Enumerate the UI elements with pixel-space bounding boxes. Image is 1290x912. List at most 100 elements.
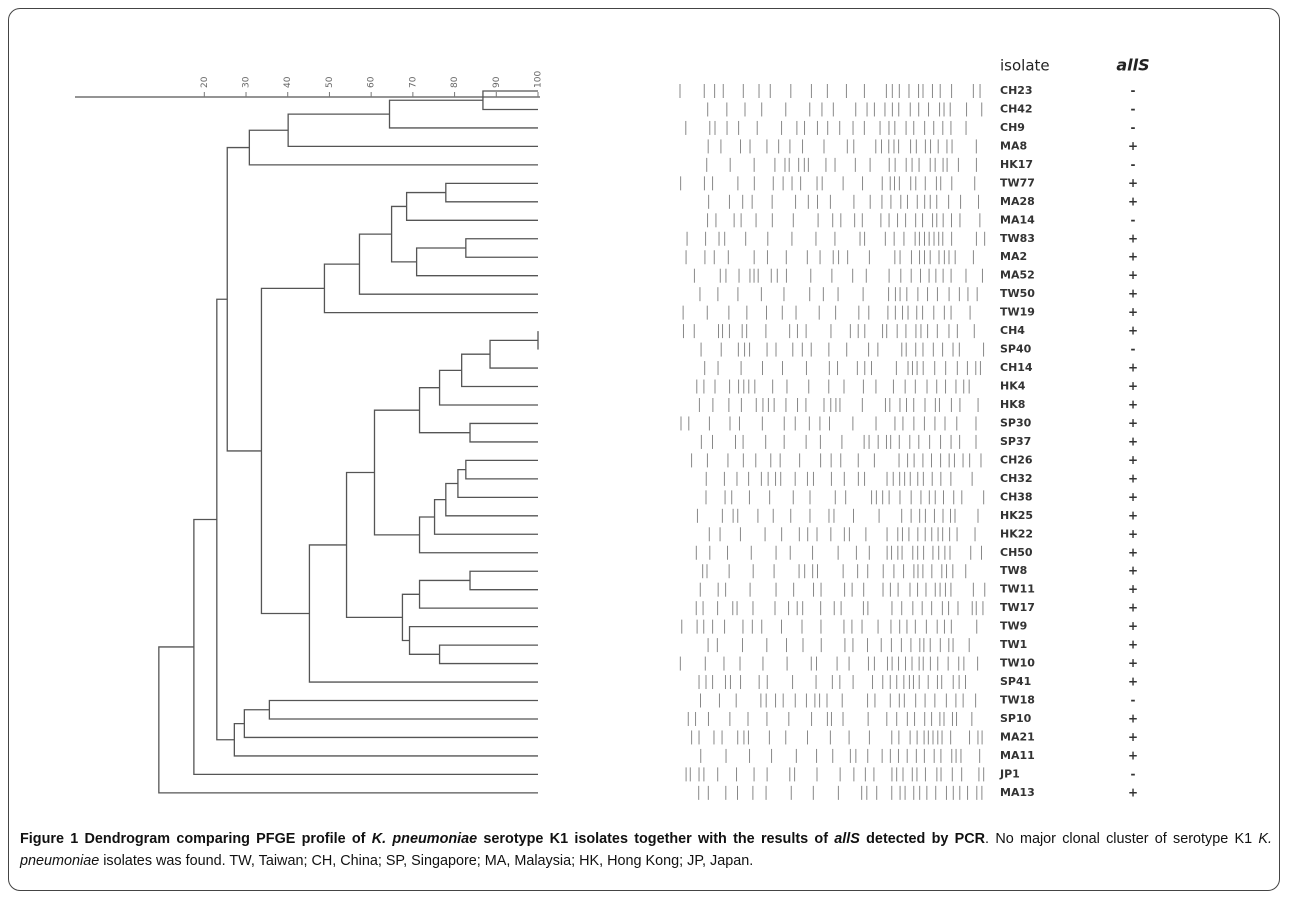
scale-tick-label: 90: [492, 76, 502, 88]
isolate-label: HK17: [1000, 158, 1033, 171]
dendrogram-branch: [470, 423, 538, 441]
dendrogram-branch: [309, 545, 538, 682]
alls-result: +: [1128, 471, 1138, 485]
isolate-header: isolate: [1000, 57, 1050, 75]
alls-result: +: [1128, 490, 1138, 504]
alls-result: -: [1131, 84, 1136, 98]
dendrogram-branch: [288, 114, 538, 146]
isolate-label: CH42: [1000, 102, 1033, 115]
isolate-label: SP30: [1000, 416, 1032, 429]
scale-tick-label: 70: [408, 76, 418, 88]
dendrogram-branch: [359, 234, 538, 294]
dendrogram-branch: [420, 388, 470, 433]
isolate-label: TW18: [1000, 694, 1035, 707]
alls-result: +: [1128, 785, 1138, 799]
caption-label: Figure 1: [20, 831, 78, 847]
caption-text: . No major clonal cluster of serotype K1: [985, 831, 1258, 847]
alls-result: +: [1128, 397, 1138, 411]
isolate-label: SP41: [1000, 675, 1031, 688]
isolate-label: CH38: [1000, 490, 1033, 503]
dendrogram-branch: [234, 724, 538, 756]
alls-result: +: [1128, 305, 1138, 319]
dendrogram-branch: [261, 288, 324, 613]
alls-result: +: [1128, 748, 1138, 762]
isolate-label: HK25: [1000, 509, 1033, 522]
dendrogram-branch: [390, 100, 538, 128]
alls-result: +: [1128, 711, 1138, 725]
alls-result: +: [1128, 453, 1138, 467]
isolate-label: SP37: [1000, 435, 1031, 448]
alls-result: +: [1128, 527, 1138, 541]
isolate-label: CH50: [1000, 546, 1033, 559]
alls-result: -: [1131, 213, 1136, 227]
dendrogram-branch: [446, 483, 538, 515]
alls-result: +: [1128, 656, 1138, 670]
dendrogram-branch: [392, 206, 417, 261]
isolate-label: JP1: [999, 767, 1020, 780]
isolate-label: HK8: [1000, 398, 1025, 411]
dendrogram-branch: [217, 299, 235, 740]
scale-tick-label: 100: [534, 71, 544, 88]
isolate-label: MA8: [1000, 139, 1027, 152]
alls-result: -: [1131, 767, 1136, 781]
scale-tick-label: 60: [367, 76, 377, 88]
isolate-label: CH23: [1000, 84, 1033, 97]
isolate-label: TW9: [1000, 620, 1027, 633]
dendrogram-branch: [249, 130, 538, 165]
alls-result: +: [1128, 564, 1138, 578]
isolate-label: TW11: [1000, 583, 1035, 596]
figure: isolate allS 2030405060708090100CH23-CH4…: [0, 0, 1290, 912]
alls-result: +: [1128, 545, 1138, 559]
dendrogram-branch: [470, 571, 538, 589]
isolate-label: MA2: [1000, 250, 1027, 263]
dendrogram-branch: [483, 91, 538, 109]
isolate-label: CH9: [1000, 121, 1025, 134]
alls-result: +: [1128, 231, 1138, 245]
alls-result: -: [1131, 342, 1136, 356]
isolate-label: TW10: [1000, 657, 1035, 670]
isolate-label: TW1: [1000, 638, 1027, 651]
alls-result: +: [1128, 268, 1138, 282]
alls-result: +: [1128, 287, 1138, 301]
isolate-label: CH32: [1000, 472, 1033, 485]
dendrogram-branch: [440, 645, 538, 663]
dendrogram-branch: [435, 500, 538, 535]
scale-tick-label: 20: [200, 76, 210, 88]
isolate-label: SP40: [1000, 343, 1032, 356]
dendrogram-branch: [402, 594, 419, 640]
dendrogram-branch: [227, 148, 261, 451]
isolate-label: TW19: [1000, 306, 1035, 319]
isolate-label: MA28: [1000, 195, 1035, 208]
isolate-label: TW83: [1000, 232, 1035, 245]
caption-title: detected by PCR: [860, 831, 985, 847]
dendrogram-branch: [466, 239, 538, 257]
caption-species: K. pneumoniae: [372, 831, 477, 847]
caption-text: isolates was found. TW, Taiwan; CH, Chin…: [99, 853, 753, 869]
alls-result: +: [1128, 324, 1138, 338]
scale-tick-label: 80: [450, 76, 460, 88]
scale-tick-label: 30: [242, 76, 252, 88]
isolate-label: MA52: [1000, 269, 1035, 282]
alls-result: +: [1128, 361, 1138, 375]
dendrogram-branch: [417, 248, 538, 276]
isolate-label: CH14: [1000, 361, 1033, 374]
alls-result: +: [1128, 434, 1138, 448]
scale-tick-label: 40: [283, 76, 293, 88]
alls-result: +: [1128, 638, 1138, 652]
isolate-label: CH26: [1000, 453, 1033, 466]
alls-result: +: [1128, 582, 1138, 596]
isolate-label: SP10: [1000, 712, 1032, 725]
alls-result: +: [1128, 250, 1138, 264]
dendrogram-branch: [374, 410, 419, 535]
alls-result: -: [1131, 120, 1136, 134]
isolate-label: HK4: [1000, 380, 1026, 393]
dendrogram-branch: [466, 460, 538, 478]
isolate-label: MA13: [1000, 786, 1035, 799]
dendrogram-branch: [407, 193, 538, 221]
isolate-label: TW77: [1000, 176, 1035, 189]
dendrogram-branch: [458, 470, 538, 498]
alls-result: +: [1128, 508, 1138, 522]
caption: Figure 1 Dendrogram comparing PFGE profi…: [20, 828, 1272, 872]
dendrogram-branch: [194, 520, 538, 775]
dendrogram-branch: [446, 183, 538, 201]
